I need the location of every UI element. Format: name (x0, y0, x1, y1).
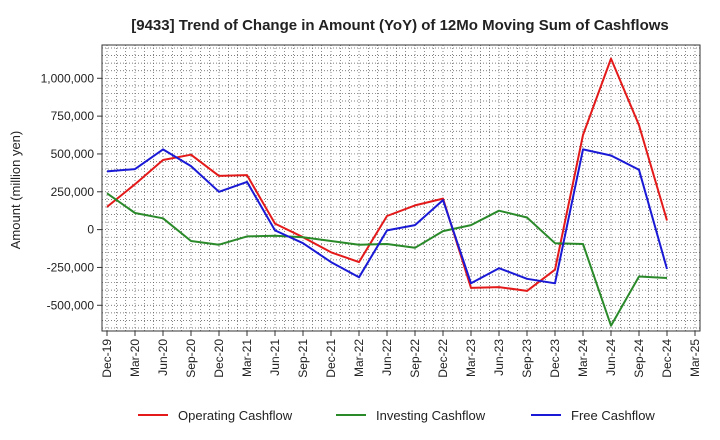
x-tick-label: Mar-23 (464, 339, 478, 377)
x-tick-label: Sep-24 (632, 339, 646, 378)
x-tick-label: Mar-24 (576, 339, 590, 377)
x-tick-label: Dec-24 (660, 339, 674, 378)
chart-title: [9433] Trend of Change in Amount (YoY) o… (131, 17, 669, 34)
y-tick-label: 250,000 (51, 185, 95, 199)
plot-frame (101, 44, 701, 332)
x-tick-label: Dec-20 (212, 339, 226, 378)
x-tick-label: Sep-22 (408, 339, 422, 378)
legend-label-free-cashflow: Free Cashflow (571, 408, 655, 423)
y-tick-label: 750,000 (51, 109, 95, 123)
x-tick-label: Dec-19 (100, 339, 114, 378)
x-tick-label: Mar-20 (128, 339, 142, 377)
y-tick-label: 1,000,000 (41, 71, 95, 85)
x-tick-label: Jun-23 (492, 339, 506, 376)
x-tick-labels: Dec-19 Mar-20 Jun-20 Sep-20 Dec-20 Mar-21 Jun-… (100, 331, 702, 378)
x-tick-label: Mar-25 (688, 339, 702, 377)
x-tick-label: Mar-21 (240, 339, 254, 377)
x-tick-label: Jun-24 (604, 339, 618, 376)
series-line-investing-cashflow (106, 192, 668, 327)
series-line-operating-cashflow (106, 57, 668, 292)
x-tick-label: Dec-23 (548, 339, 562, 378)
x-tick-label: Jun-22 (380, 339, 394, 376)
x-tick-label: Dec-21 (324, 339, 338, 378)
x-tick-label: Sep-21 (296, 339, 310, 378)
y-axis-label: Amount (million yen) (8, 131, 23, 250)
y-tick-label: -250,000 (47, 260, 95, 274)
y-tick-label: -500,000 (47, 298, 95, 312)
y-tick-labels: 1,000,000 750,000 500,000 250,000 0 -250,000 -… (41, 71, 102, 312)
series-layer (106, 57, 668, 327)
legend-label-operating-cashflow: Operating Cashflow (178, 408, 293, 423)
y-tick-label: 0 (87, 223, 94, 237)
x-tick-label: Sep-20 (184, 339, 198, 378)
x-tick-label: Sep-23 (520, 339, 534, 378)
x-tick-label: Dec-22 (436, 339, 450, 378)
legend-label-investing-cashflow: Investing Cashflow (376, 408, 486, 423)
legend: Operating Cashflow Investing Cashflow Free… (138, 408, 655, 423)
series-line-free-cashflow (106, 148, 668, 285)
x-tick-label: Mar-22 (352, 339, 366, 377)
x-tick-label: Jun-20 (156, 339, 170, 376)
x-tick-label: Jun-21 (268, 339, 282, 376)
grid-layer (102, 45, 700, 331)
y-tick-label: 500,000 (51, 147, 95, 161)
